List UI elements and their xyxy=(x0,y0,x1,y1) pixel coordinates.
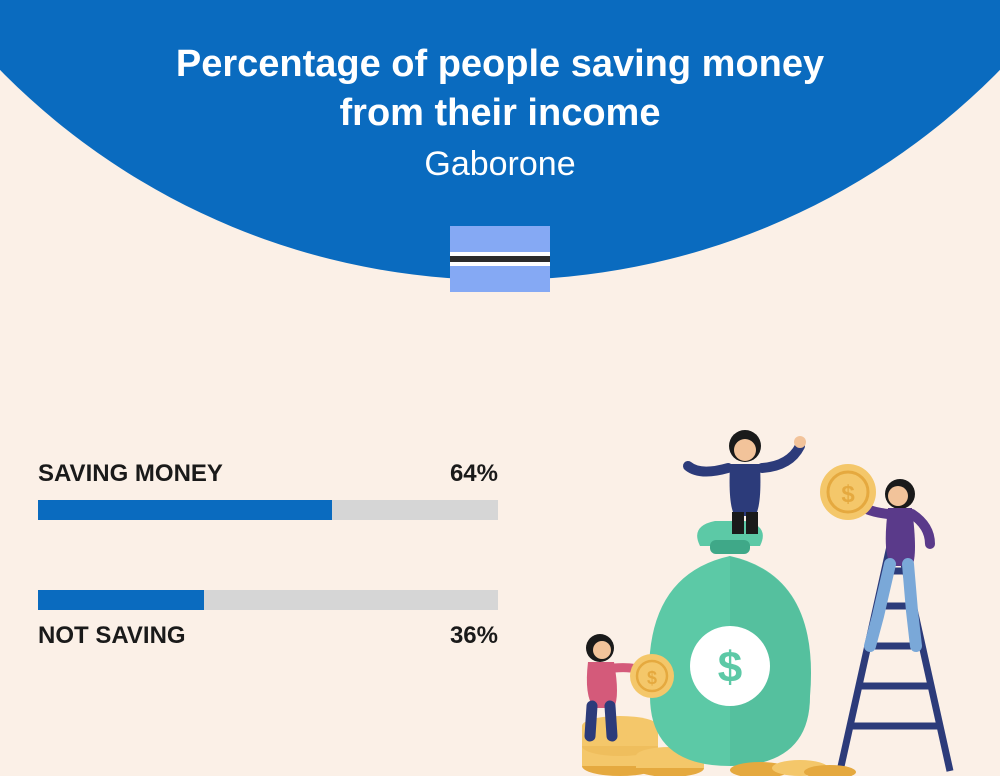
title-line2: from their income xyxy=(340,92,661,134)
title-line1: Percentage of people saving money xyxy=(176,43,824,85)
svg-text:$: $ xyxy=(718,643,742,692)
bar-group: SAVING MONEY 64% xyxy=(38,460,498,520)
bar-fill xyxy=(38,590,204,610)
bar-track xyxy=(38,590,498,610)
page-title: Percentage of people saving money from t… xyxy=(0,40,1000,139)
header: Percentage of people saving money from t… xyxy=(0,40,1000,184)
svg-text:$: $ xyxy=(647,668,657,688)
bar-label: NOT SAVING xyxy=(38,622,186,650)
svg-text:$: $ xyxy=(841,481,855,508)
flag-stripe xyxy=(450,266,550,292)
savings-illustration: $ $ xyxy=(560,416,980,776)
ladder-icon xyxy=(840,546,950,771)
person-top-icon xyxy=(688,430,806,534)
bar-fill xyxy=(38,500,332,520)
bar-label: SAVING MONEY xyxy=(38,460,223,488)
person-ladder-icon: $ xyxy=(820,464,930,646)
bar-value: 36% xyxy=(450,622,498,650)
money-bag-icon: $ xyxy=(649,521,811,766)
bar-labels: SAVING MONEY 64% xyxy=(38,460,498,488)
bar-labels: NOT SAVING 36% xyxy=(38,622,498,650)
page-subtitle: Gaborone xyxy=(0,145,1000,184)
flag-botswana xyxy=(450,226,550,292)
bar-value: 64% xyxy=(450,460,498,488)
bar-group: NOT SAVING 36% xyxy=(38,590,498,650)
flag-stripe xyxy=(450,226,550,252)
bar-track xyxy=(38,500,498,520)
bars-container: SAVING MONEY 64% NOT SAVING 36% xyxy=(38,460,498,720)
